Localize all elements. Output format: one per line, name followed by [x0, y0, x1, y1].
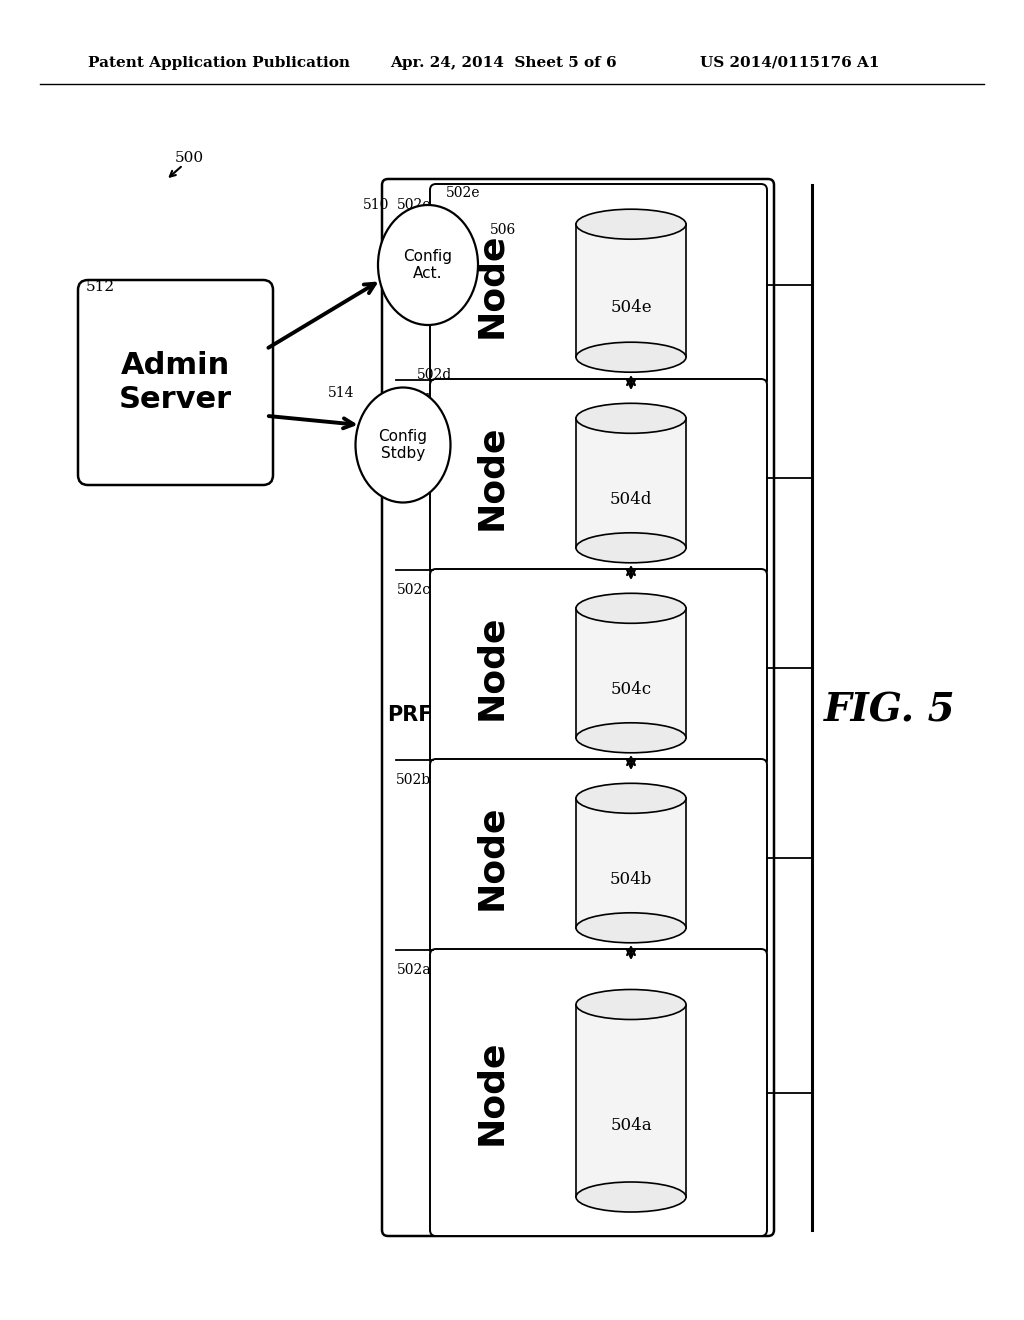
Text: Patent Application Publication: Patent Application Publication [88, 55, 350, 70]
Ellipse shape [575, 593, 686, 623]
FancyBboxPatch shape [430, 569, 767, 766]
Text: Config
Act.: Config Act. [403, 248, 453, 281]
Text: 510: 510 [362, 198, 389, 213]
Text: PRF: PRF [387, 705, 433, 725]
Text: 502d: 502d [395, 393, 431, 407]
Text: US 2014/0115176 A1: US 2014/0115176 A1 [700, 55, 880, 70]
Text: 502d: 502d [417, 368, 453, 381]
Text: 506: 506 [490, 223, 516, 238]
Text: 502c: 502c [397, 583, 431, 597]
Ellipse shape [575, 342, 686, 372]
Ellipse shape [575, 913, 686, 942]
Ellipse shape [575, 404, 686, 433]
Bar [575, 609, 686, 738]
Text: Admin
Server: Admin Server [119, 351, 232, 413]
Text: 504e: 504e [610, 300, 652, 317]
Ellipse shape [575, 533, 686, 562]
Text: Node: Node [474, 805, 508, 911]
Ellipse shape [575, 783, 686, 813]
Text: Node: Node [474, 1040, 508, 1146]
Bar [575, 799, 686, 928]
Text: FIG. 5: FIG. 5 [824, 690, 955, 729]
Ellipse shape [575, 723, 686, 752]
Text: 502e: 502e [446, 186, 480, 201]
Text: Node: Node [474, 232, 508, 338]
Text: 500: 500 [175, 150, 204, 165]
FancyBboxPatch shape [430, 949, 767, 1236]
Ellipse shape [378, 205, 478, 325]
Ellipse shape [575, 209, 686, 239]
Text: 514: 514 [328, 385, 354, 400]
Text: 504d: 504d [610, 491, 652, 508]
Text: 504a: 504a [610, 1117, 652, 1134]
FancyBboxPatch shape [430, 759, 767, 956]
Text: Apr. 24, 2014  Sheet 5 of 6: Apr. 24, 2014 Sheet 5 of 6 [390, 55, 616, 70]
Text: 502b: 502b [396, 774, 431, 787]
Text: 504c: 504c [610, 681, 651, 698]
Text: Node: Node [474, 425, 508, 531]
Bar [575, 418, 686, 548]
Text: Config
Stdby: Config Stdby [379, 429, 427, 461]
Bar [575, 1005, 686, 1197]
Ellipse shape [575, 1181, 686, 1212]
Ellipse shape [355, 388, 451, 503]
Text: 504b: 504b [610, 871, 652, 888]
FancyBboxPatch shape [382, 180, 774, 1236]
Text: 502a: 502a [396, 964, 431, 977]
Text: 502e: 502e [396, 198, 431, 213]
Bar [575, 224, 686, 358]
Ellipse shape [575, 990, 686, 1019]
Text: Node: Node [474, 615, 508, 721]
FancyBboxPatch shape [430, 183, 767, 385]
Text: 512: 512 [86, 280, 115, 294]
FancyBboxPatch shape [78, 280, 273, 484]
FancyBboxPatch shape [430, 379, 767, 576]
